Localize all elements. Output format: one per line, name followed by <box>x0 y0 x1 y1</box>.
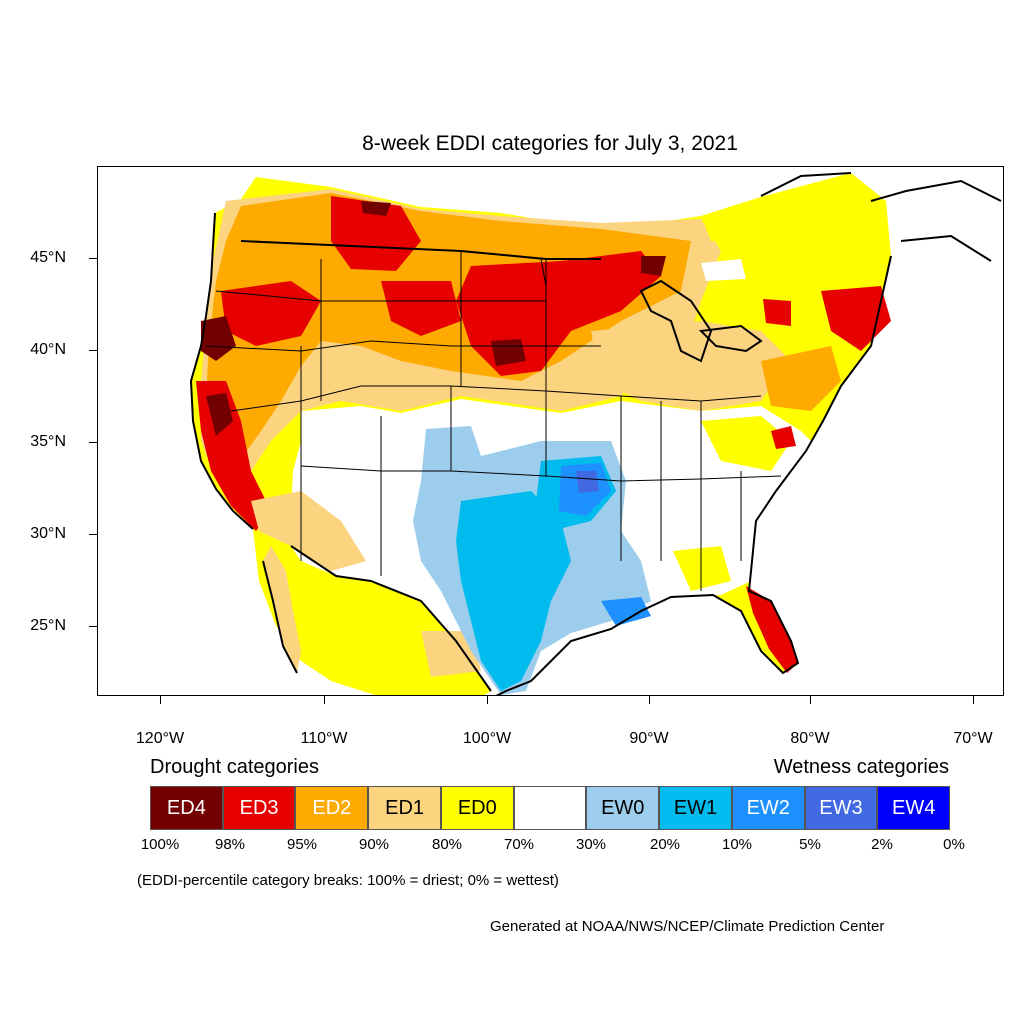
lat-tick <box>89 258 97 259</box>
legend-swatch-ew4: EW4 <box>877 786 951 830</box>
lon-tick <box>160 696 161 704</box>
eddi-map <box>189 172 1002 695</box>
break-label: 70% <box>503 836 535 853</box>
legend-swatch-label: ED4 <box>166 796 206 819</box>
break-label: 2% <box>871 836 893 853</box>
lon-label: 120°W <box>135 730 185 747</box>
lon-tick <box>324 696 325 704</box>
legend-swatch-label: ED3 <box>239 796 279 819</box>
break-label: 98% <box>214 836 246 853</box>
lat-tick <box>89 442 97 443</box>
break-label: 90% <box>358 836 390 853</box>
lon-label: 100°W <box>462 730 512 747</box>
legend-swatch-ew2: EW2 <box>731 786 805 830</box>
lat-tick <box>89 534 97 535</box>
legend-swatch-label: EW3 <box>819 796 863 819</box>
break-label: 100% <box>140 836 180 853</box>
lon-label: 90°W <box>629 730 669 747</box>
lon-label: 110°W <box>300 730 348 747</box>
lat-label: 45°N <box>30 249 66 266</box>
legend-swatch-ew3: EW3 <box>804 786 878 830</box>
legend-swatch-label: ED2 <box>312 796 352 819</box>
legend-swatch-ed0: ED0 <box>440 786 514 830</box>
legend-swatch-ed3: ED3 <box>222 786 296 830</box>
lat-label: 35°N <box>30 433 66 450</box>
break-label: 30% <box>575 836 607 853</box>
coastlines <box>189 172 1002 695</box>
legend-swatch-ed4: ED4 <box>150 786 223 830</box>
lat-label: 40°N <box>30 341 66 358</box>
wetness-categories-heading: Wetness categories <box>773 756 949 778</box>
legend-swatch-ed1: ED1 <box>368 786 441 830</box>
lon-tick <box>649 696 650 704</box>
legend-swatch-label: ED0 <box>457 796 497 819</box>
map-panel <box>97 166 1004 696</box>
florida-land <box>746 586 798 673</box>
map-title: 8-week EDDI categories for July 3, 2021 <box>362 132 738 155</box>
lat-label: 30°N <box>30 525 66 542</box>
legend-swatch-label: EW4 <box>892 796 936 819</box>
legend-swatch-ew1: EW1 <box>659 786 732 830</box>
legend-swatch-label: ED1 <box>385 796 425 819</box>
lon-tick <box>487 696 488 704</box>
break-label: 80% <box>431 836 463 853</box>
lon-label: 80°W <box>790 730 830 747</box>
lon-tick <box>973 696 974 704</box>
break-label: 95% <box>286 836 318 853</box>
break-label: 5% <box>799 836 821 853</box>
legend-color-bar: ED4 ED3 ED2 ED1 ED0 EW0 EW1 EW2 EW3 EW4 <box>150 786 951 830</box>
legend-swatch-label: EW2 <box>746 796 790 819</box>
lat-label: 25°N <box>30 617 66 634</box>
break-label: 0% <box>943 836 965 853</box>
legend-swatch-label: EW1 <box>673 796 718 819</box>
lon-tick <box>810 696 811 704</box>
legend-swatch-ew0: EW0 <box>586 786 660 830</box>
break-label: 20% <box>649 836 681 853</box>
lat-tick <box>89 626 97 627</box>
baja-land <box>263 546 301 673</box>
break-label: 10% <box>721 836 753 853</box>
category-breaks-note: (EDDI-percentile category breaks: 100% =… <box>137 872 559 889</box>
lon-label: 70°W <box>953 730 993 747</box>
credit-line: Generated at NOAA/NWS/NCEP/Climate Predi… <box>490 918 885 935</box>
legend-swatch-label: EW0 <box>601 796 645 819</box>
legend-swatch-normal <box>513 786 587 830</box>
drought-categories-heading: Drought categories <box>150 756 319 778</box>
legend-swatch-ed2: ED2 <box>295 786 369 830</box>
lat-tick <box>89 350 97 351</box>
